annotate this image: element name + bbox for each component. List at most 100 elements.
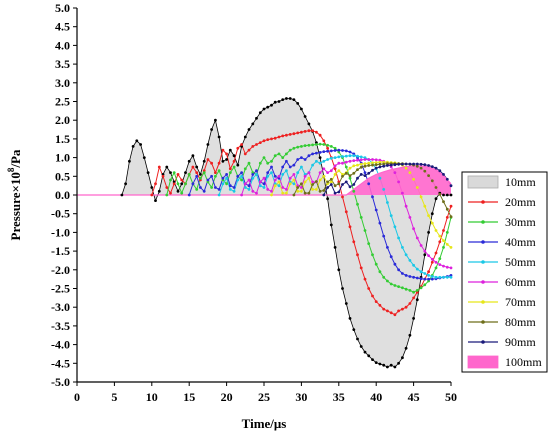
series-point-30mm bbox=[438, 257, 442, 260]
series-point-90mm bbox=[341, 183, 344, 186]
series-point-50mm bbox=[438, 275, 442, 279]
series-point-70mm bbox=[442, 239, 445, 243]
series-point-10mm bbox=[401, 356, 404, 360]
series-point-30mm bbox=[195, 188, 199, 191]
series-point-60mm bbox=[359, 158, 363, 162]
series-point-10mm bbox=[142, 156, 146, 160]
series-point-10mm bbox=[187, 159, 191, 163]
series-point-30mm bbox=[397, 285, 400, 288]
legend-label-80mm: 80mm bbox=[505, 315, 536, 329]
series-point-20mm bbox=[195, 171, 199, 175]
series-point-30mm bbox=[225, 182, 229, 186]
series-point-10mm bbox=[262, 107, 266, 111]
series-point-20mm bbox=[296, 131, 300, 135]
series-point-50mm bbox=[281, 173, 285, 176]
series-point-60mm bbox=[303, 174, 307, 178]
series-point-90mm bbox=[415, 162, 419, 166]
series-point-60mm bbox=[333, 164, 337, 168]
series-point-90mm bbox=[326, 186, 329, 189]
series-point-90mm bbox=[438, 169, 442, 173]
series-point-30mm bbox=[214, 174, 217, 178]
series-point-20mm bbox=[333, 167, 337, 171]
series-point-40mm bbox=[303, 158, 307, 161]
series-point-50mm bbox=[285, 169, 288, 173]
series-point-50mm bbox=[337, 155, 341, 159]
series-point-50mm bbox=[300, 165, 303, 169]
series-point-80mm bbox=[356, 168, 359, 172]
x-tick-label: 20 bbox=[221, 390, 233, 404]
series-point-40mm bbox=[344, 149, 348, 153]
series-point-30mm bbox=[228, 171, 232, 175]
series-point-20mm bbox=[322, 139, 326, 143]
series-point-20mm bbox=[430, 260, 434, 264]
series-point-90mm bbox=[374, 166, 378, 170]
series-point-90mm bbox=[445, 177, 449, 181]
series-point-50mm bbox=[221, 182, 225, 186]
series-point-40mm bbox=[195, 174, 199, 178]
series-point-90mm bbox=[322, 193, 326, 197]
legend-label-30mm: 30mm bbox=[505, 215, 536, 229]
series-point-50mm bbox=[326, 158, 329, 161]
series-point-60mm bbox=[251, 189, 255, 193]
series-point-70mm bbox=[318, 178, 322, 182]
series-point-40mm bbox=[255, 169, 258, 173]
series-point-70mm bbox=[363, 162, 367, 166]
series-point-10mm bbox=[180, 182, 184, 186]
series-point-20mm bbox=[169, 191, 172, 195]
series-point-10mm bbox=[378, 362, 382, 366]
series-point-50mm bbox=[393, 225, 397, 229]
series-point-60mm bbox=[344, 160, 348, 164]
x-tick-label: 5 bbox=[111, 390, 117, 404]
series-point-40mm bbox=[307, 154, 311, 158]
series-point-70mm bbox=[445, 243, 449, 246]
series-point-50mm bbox=[359, 155, 363, 159]
series-point-10mm bbox=[199, 173, 202, 176]
series-point-30mm bbox=[389, 282, 393, 286]
series-point-20mm bbox=[359, 266, 363, 270]
series-point-30mm bbox=[281, 156, 285, 160]
series-point-50mm bbox=[404, 253, 408, 257]
series-point-90mm bbox=[352, 183, 356, 186]
series-point-50mm bbox=[389, 214, 393, 218]
series-point-90mm bbox=[348, 185, 352, 189]
series-point-40mm bbox=[288, 165, 292, 169]
y-tick-label: -4.5 bbox=[51, 356, 70, 370]
series-point-60mm bbox=[322, 167, 326, 171]
series-point-90mm bbox=[430, 165, 434, 169]
series-point-40mm bbox=[389, 255, 393, 259]
series-point-70mm bbox=[322, 174, 326, 178]
series-point-60mm bbox=[415, 236, 419, 240]
series-point-80mm bbox=[292, 193, 296, 197]
series-point-20mm bbox=[285, 133, 288, 137]
series-point-40mm bbox=[247, 184, 251, 188]
series-point-10mm bbox=[303, 115, 307, 118]
series-point-20mm bbox=[434, 251, 438, 255]
series-point-50mm bbox=[430, 275, 434, 278]
series-point-80mm bbox=[438, 192, 442, 196]
series-point-60mm bbox=[243, 182, 247, 186]
series-point-80mm bbox=[374, 163, 378, 167]
axes-layer: -5.0 -4.5 -4.0 -3.5 -3.0 -2.5 -2.0 -1.5 -1.0 -0.5… bbox=[51, 1, 457, 404]
series-point-10mm bbox=[210, 128, 214, 131]
legend-marker-60mm bbox=[481, 280, 485, 284]
legend: 10mm 20mm 30mm 40mm 50mm 60mm 70mm 80mm 90mm 100m… bbox=[461, 171, 548, 373]
series-point-50mm bbox=[449, 275, 453, 279]
series-point-20mm bbox=[427, 270, 430, 274]
y-tick-label: 4.5 bbox=[55, 20, 70, 34]
series-point-90mm bbox=[442, 173, 445, 176]
y-tick-label: -2.5 bbox=[51, 282, 70, 296]
series-point-30mm bbox=[401, 286, 404, 290]
series-point-10mm bbox=[251, 122, 255, 126]
series-point-40mm bbox=[374, 208, 378, 212]
series-point-40mm bbox=[315, 151, 318, 155]
series-point-20mm bbox=[348, 225, 352, 229]
series-point-30mm bbox=[176, 182, 180, 186]
series-point-10mm bbox=[202, 159, 206, 163]
series-point-70mm bbox=[449, 246, 453, 249]
series-point-50mm bbox=[262, 186, 266, 189]
series-point-70mm bbox=[378, 160, 382, 164]
series-point-10mm bbox=[139, 143, 143, 146]
series-point-10mm bbox=[277, 100, 281, 103]
series-point-30mm bbox=[408, 289, 412, 292]
y-tick-label: 3.0 bbox=[55, 76, 70, 90]
